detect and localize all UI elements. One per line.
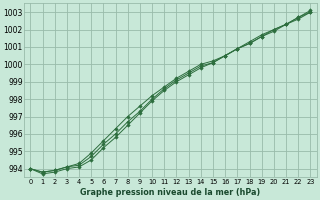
- X-axis label: Graphe pression niveau de la mer (hPa): Graphe pression niveau de la mer (hPa): [80, 188, 260, 197]
